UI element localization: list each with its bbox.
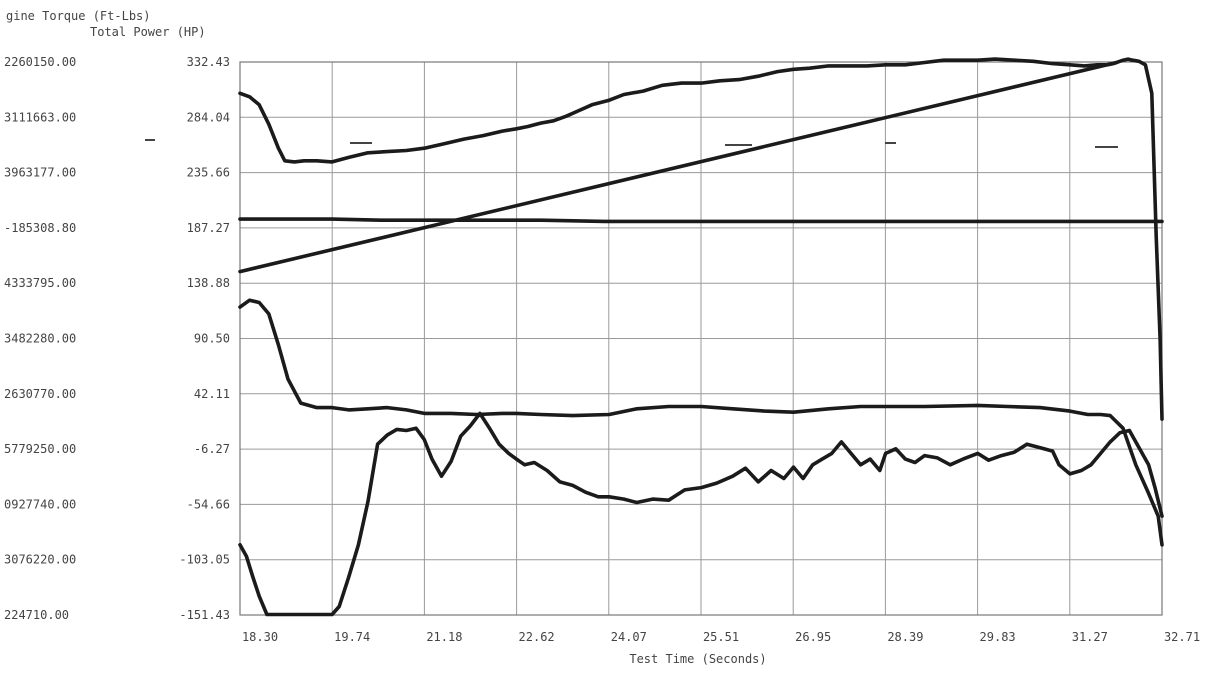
time-tick-label: 25.51 bbox=[703, 630, 739, 644]
series-line-rising-diagonal-line bbox=[238, 60, 1119, 274]
power-axis-title: Total Power (HP) bbox=[90, 25, 206, 39]
power-tick-label: -151.43 bbox=[179, 608, 230, 622]
power-tick-label: 332.43 bbox=[187, 55, 230, 69]
x-axis-title: Test Time (Seconds) bbox=[629, 652, 766, 666]
power-axis-ticks: 332.43 284.04 235.66 187.27 138.88 90.50 42.11… bbox=[179, 55, 230, 622]
series-line-torque-curve bbox=[238, 411, 1164, 617]
time-tick-label: 31.27 bbox=[1072, 630, 1108, 644]
torque-tick-label: 2630770.00 bbox=[4, 387, 76, 401]
power-tick-label: 235.66 bbox=[187, 166, 230, 180]
power-tick-label: -6.27 bbox=[194, 442, 230, 456]
time-tick-label: 22.62 bbox=[519, 630, 555, 644]
power-tick-label: -54.66 bbox=[187, 497, 230, 511]
chart-grid bbox=[239, 61, 1163, 616]
power-tick-label: -103.05 bbox=[179, 553, 230, 567]
torque-tick-label: 2260150.00 bbox=[4, 55, 76, 69]
series-line-upper-lower-curve bbox=[238, 298, 1164, 547]
torque-tick-label: 4333795.00 bbox=[4, 276, 76, 290]
torque-tick-label: 224710.00 bbox=[4, 608, 69, 622]
power-tick-label: 138.88 bbox=[187, 276, 230, 290]
plot-frame bbox=[239, 61, 1163, 616]
time-tick-label: 24.07 bbox=[611, 630, 647, 644]
power-tick-label: 187.27 bbox=[187, 221, 230, 235]
torque-axis-ticks: 2260150.00 3111663.00 3963177.00 -185308.80… bbox=[4, 55, 76, 622]
torque-tick-label: 3963177.00 bbox=[4, 166, 76, 180]
torque-tick-label: 3482280.00 bbox=[4, 332, 76, 346]
torque-tick-label: 3111663.00 bbox=[4, 110, 76, 124]
torque-tick-label: 3076220.00 bbox=[4, 553, 76, 567]
time-tick-label: 28.39 bbox=[887, 630, 923, 644]
torque-tick-label: -185308.80 bbox=[4, 221, 76, 235]
torque-tick-label: 0927740.00 bbox=[4, 497, 76, 511]
time-axis-ticks: 18.30 19.74 21.18 22.62 24.07 25.51 26.95 28.39… bbox=[242, 630, 1200, 644]
torque-axis-title: gine Torque (Ft-Lbs) bbox=[6, 9, 151, 23]
power-tick-label: 42.11 bbox=[194, 387, 230, 401]
time-tick-label: 26.95 bbox=[795, 630, 831, 644]
power-tick-label: 90.50 bbox=[194, 332, 230, 346]
time-tick-label: 32.71 bbox=[1164, 630, 1200, 644]
annotation-marks bbox=[145, 139, 1118, 148]
time-tick-label: 18.30 bbox=[242, 630, 278, 644]
torque-tick-label: 5779250.00 bbox=[4, 442, 76, 456]
series-line-flat-reference-line bbox=[238, 217, 1164, 224]
time-tick-label: 29.83 bbox=[980, 630, 1016, 644]
time-tick-label: 21.18 bbox=[426, 630, 462, 644]
power-tick-label: 284.04 bbox=[187, 110, 230, 124]
time-tick-label: 19.74 bbox=[334, 630, 370, 644]
chart-series bbox=[238, 57, 1164, 617]
